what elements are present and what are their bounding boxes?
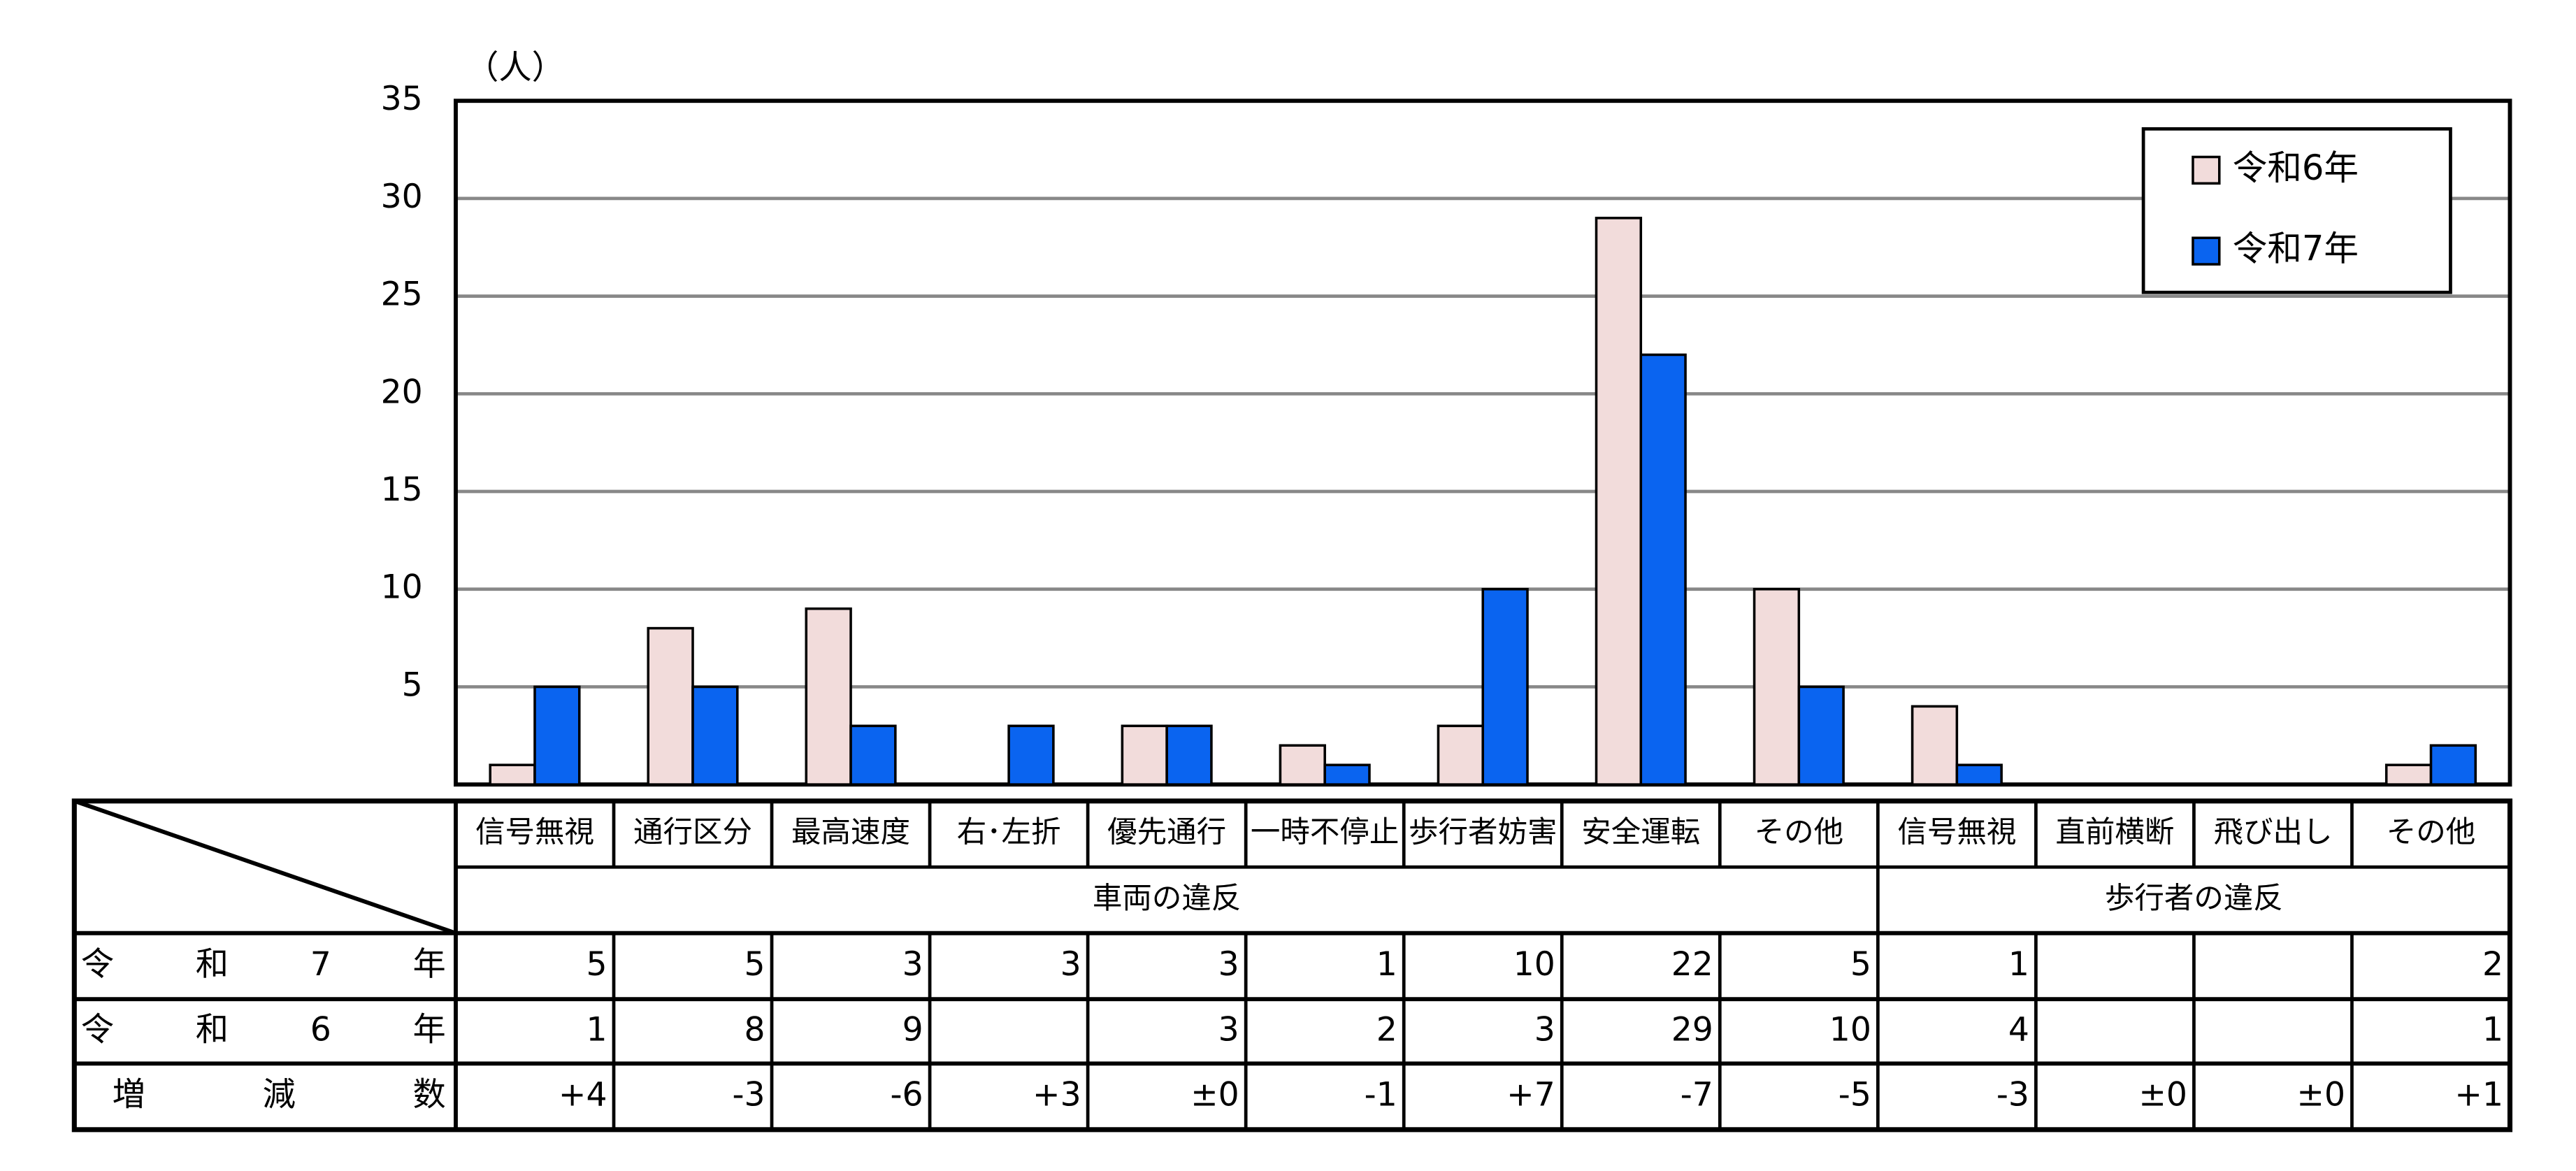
y-tick-label: 5: [402, 666, 423, 704]
table-value: 1: [586, 1010, 607, 1049]
table-difference: -3: [732, 1076, 765, 1114]
bar: [1165, 724, 1213, 786]
bar: [1797, 685, 1845, 786]
table-line: [73, 798, 456, 935]
category-label: 通行区分: [633, 816, 752, 850]
bar: [533, 685, 581, 786]
category-label: 飛び出し: [2213, 816, 2332, 850]
group-label: 車両の違反: [1093, 882, 1242, 916]
bar: [1955, 763, 2003, 786]
group-label: 歩行者の違反: [2105, 882, 2283, 916]
y-tick-label: 20: [381, 373, 423, 411]
category-label: 歩行者妨害: [1409, 816, 1557, 850]
table-value: 10: [1829, 1010, 1871, 1049]
y-tick-label: 35: [381, 80, 423, 118]
table-difference: -5: [1839, 1076, 1871, 1114]
table-difference: ±0: [2138, 1076, 2187, 1114]
table-difference: -1: [1365, 1076, 1397, 1114]
bar: [1911, 705, 1959, 786]
bar: [647, 626, 694, 786]
bar: [2429, 744, 2477, 786]
table-value: 9: [902, 1010, 923, 1049]
bar: [1121, 724, 1168, 786]
bar: [1007, 724, 1055, 786]
category-label: 信号無視: [475, 816, 594, 850]
category-label: 安全運転: [1581, 816, 1700, 850]
bar: [489, 763, 536, 786]
table-difference: +1: [2454, 1076, 2503, 1114]
table-difference: +4: [559, 1076, 607, 1114]
bar: [1753, 587, 1801, 786]
category-label: 最高速度: [791, 816, 910, 850]
bar: [1279, 744, 1326, 786]
legend-swatch: [2192, 155, 2221, 185]
bar: [2384, 763, 2433, 786]
bar: [1323, 763, 1371, 786]
y-tick-label: 25: [381, 275, 423, 314]
table-value: 2: [1376, 1010, 1397, 1049]
bar: [1595, 217, 1643, 786]
category-label: 優先通行: [1107, 816, 1226, 850]
y-tick-label: 15: [381, 470, 423, 509]
table-value: 5: [1850, 945, 1871, 984]
table-value: 5: [586, 945, 607, 984]
y-tick-label: 30: [381, 178, 423, 216]
legend-label: 令和6年: [2233, 148, 2359, 188]
category-label: 一時不停止: [1251, 816, 1399, 850]
bar: [1481, 587, 1529, 786]
row-label: 令和6年: [81, 1010, 446, 1049]
legend-swatch: [2192, 236, 2221, 266]
table-value: 5: [744, 945, 765, 984]
bar: [1639, 353, 1687, 786]
row-label: 増減数: [113, 1076, 446, 1114]
table-value: 10: [1513, 945, 1555, 984]
table-value: 3: [902, 945, 923, 984]
y-tick-label: 10: [381, 568, 423, 607]
table-difference: +7: [1506, 1076, 1555, 1114]
category-label: その他: [2387, 816, 2476, 850]
category-label: 右･左折: [957, 816, 1061, 850]
table-value: 3: [1060, 945, 1081, 984]
category-label: 直前横断: [2055, 816, 2174, 850]
table-difference: -6: [891, 1076, 923, 1114]
category-label: その他: [1755, 816, 1844, 850]
table-value: 29: [1671, 1010, 1713, 1049]
y-unit: （人）: [466, 48, 565, 87]
table-value: 2: [2482, 945, 2503, 984]
table-value: 8: [744, 1010, 765, 1049]
table-difference: ±0: [2296, 1076, 2345, 1114]
category-label: 信号無視: [1897, 816, 2016, 850]
table-difference: +3: [1032, 1076, 1081, 1114]
legend-label: 令和7年: [2233, 229, 2359, 269]
bar: [1437, 724, 1485, 786]
bar: [691, 685, 739, 786]
table-value: 1: [2482, 1010, 2503, 1049]
row-label: 令和7年: [81, 945, 446, 984]
table-value: 22: [1671, 945, 1713, 984]
table-value: 3: [1534, 1010, 1555, 1049]
table-value: 3: [1218, 1010, 1239, 1049]
table-difference: ±0: [1190, 1076, 1239, 1114]
bar: [849, 724, 897, 786]
table-difference: -7: [1681, 1076, 1713, 1114]
table-difference: -3: [1996, 1076, 2029, 1114]
bar: [805, 607, 852, 786]
table-value: 1: [1376, 945, 1397, 984]
table-value: 1: [2008, 945, 2029, 984]
table-value: 4: [2008, 1010, 2029, 1049]
table-value: 3: [1218, 945, 1239, 984]
